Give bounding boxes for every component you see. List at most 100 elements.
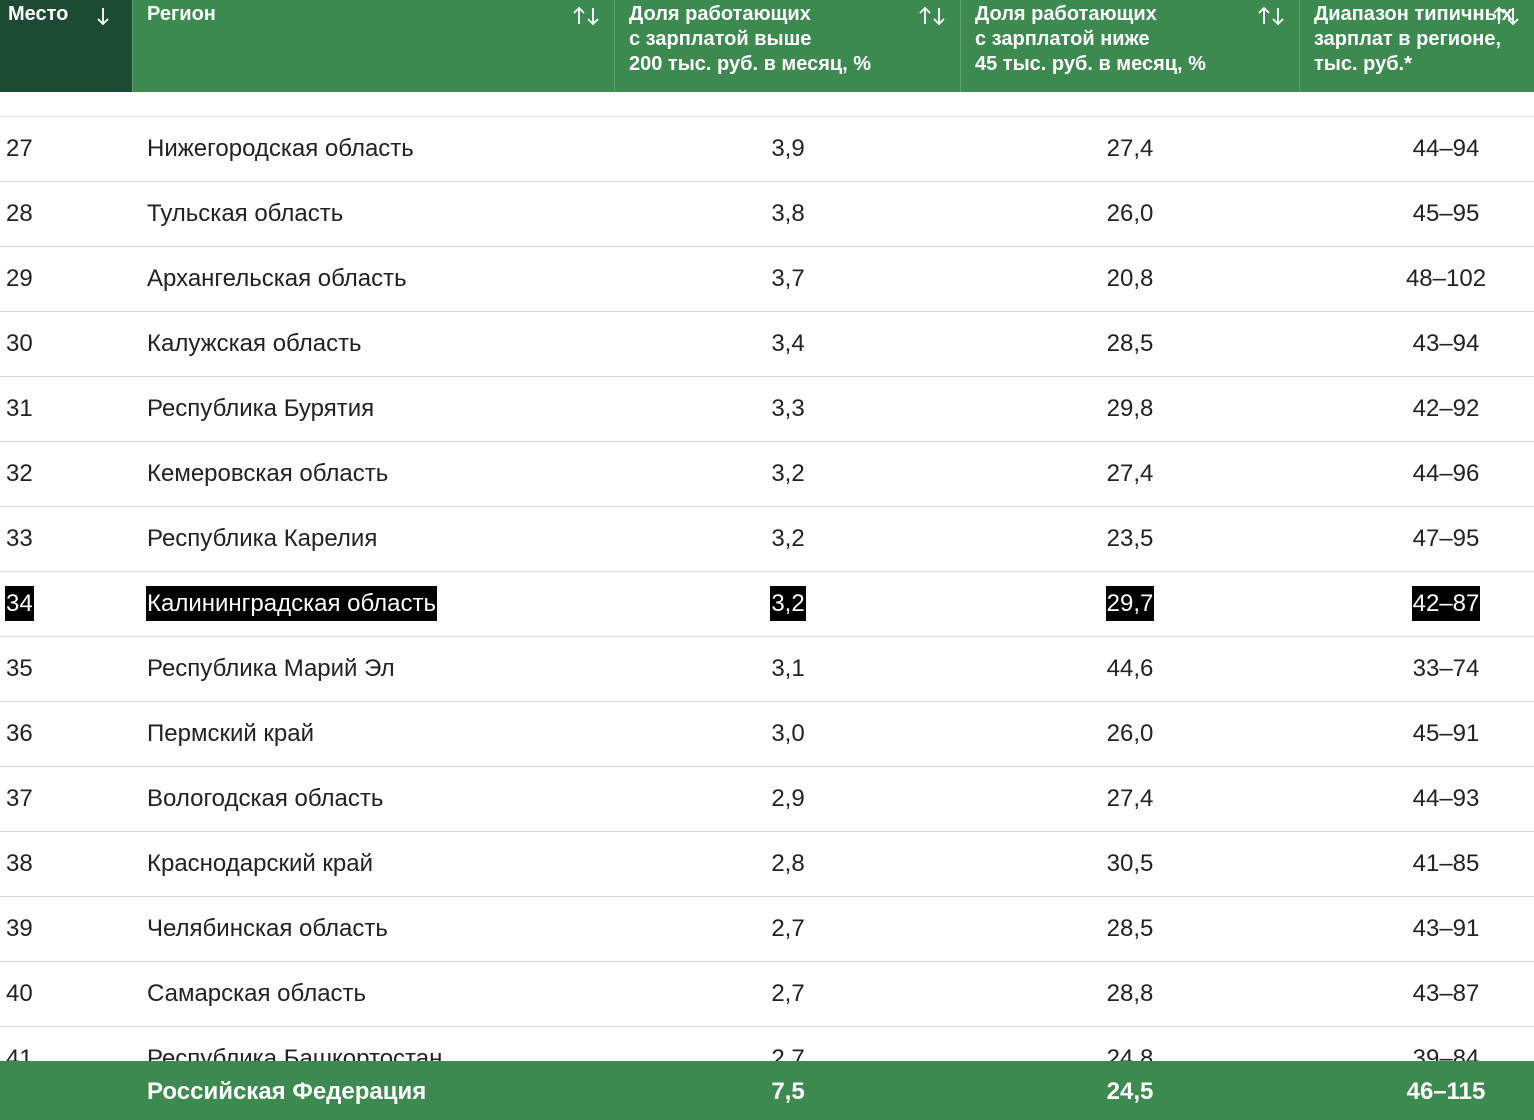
cell-salary-range: 45–91 xyxy=(1296,702,1534,766)
cell-salary-range: 43–87 xyxy=(1296,962,1534,1026)
cell-share-low: 26,0 xyxy=(980,182,1280,246)
column-header[interactable]: Доля работающих с зарплатой выше 200 тыс. … xyxy=(614,0,960,92)
rank: 32 xyxy=(6,460,33,487)
cell-share-low: 28,8 xyxy=(980,962,1280,1026)
table-row: 27 Нижегородская область 3,9 27,4 44–94 xyxy=(0,117,1534,182)
cell-share-high: 2,9 xyxy=(638,767,938,831)
share-high: 3,3 xyxy=(771,395,805,422)
rank: 40 xyxy=(6,980,33,1007)
cell-share-low: 27,4 xyxy=(980,767,1280,831)
cell-rank: 37 xyxy=(5,767,34,831)
cell-salary-range: 45–95 xyxy=(1296,182,1534,246)
share-low: 28,5 xyxy=(1106,330,1154,357)
cell-share-low: 27,4 xyxy=(980,442,1280,506)
rank: 27 xyxy=(6,135,33,162)
header-line: 200 тыс. руб. в месяц, % xyxy=(629,53,872,75)
cell-share-high: 3,3 xyxy=(638,377,938,441)
cell-share-high: 3,2 xyxy=(638,507,938,571)
share-high: 3,4 xyxy=(771,330,805,357)
rank: 38 xyxy=(6,850,33,877)
share-high: 2,8 xyxy=(771,850,805,877)
column-header[interactable]: Доля работающих с зарплатой ниже 45 тыс. р… xyxy=(960,0,1299,92)
cell-share-low: 28,5 xyxy=(980,312,1280,376)
share-high: 3,2 xyxy=(771,460,805,487)
cell-salary-range: 48–102 xyxy=(1296,247,1534,311)
cell-region: Кемеровская область xyxy=(146,442,389,506)
cell-region: Республика Марий Эл xyxy=(146,637,396,701)
header-line: Регион xyxy=(147,3,216,25)
region: Республика Карелия xyxy=(147,525,378,552)
share-low: 28,5 xyxy=(1106,915,1154,942)
region: Нижегородская область xyxy=(147,135,414,162)
footer-share-high: 7,5 xyxy=(638,1061,938,1120)
region: Кемеровская область xyxy=(147,460,389,487)
cell-share-high: 2,8 xyxy=(638,832,938,896)
share-low: 23,5 xyxy=(1106,525,1154,552)
cell-rank: 32 xyxy=(5,442,34,506)
share-low: 26,0 xyxy=(1106,720,1154,747)
column-header[interactable]: Место xyxy=(0,0,132,92)
table-row: 35 Республика Марий Эл 3,1 44,6 33–74 xyxy=(0,637,1534,702)
region: Вологодская область xyxy=(147,785,384,812)
cell-share-high: 3,2 xyxy=(638,572,938,636)
table-row: 34 Калининградская область 3,2 29,7 42–87 xyxy=(0,572,1534,637)
region: Российская Федерация xyxy=(147,1078,427,1105)
sort-icon[interactable] xyxy=(1492,6,1520,26)
header-line: с зарплатой выше xyxy=(629,28,812,50)
header-line: зарплат в регионе, xyxy=(1314,28,1502,50)
rank: 29 xyxy=(6,265,33,292)
header-line: Диапазон типичных xyxy=(1314,3,1513,25)
region: Архангельская область xyxy=(147,265,407,292)
table-row: 41 Республика Башкортостан 2,7 24,8 39–84 xyxy=(0,1027,1534,1062)
cell-region: Республика Бурятия xyxy=(146,377,375,441)
cell-share-high: 2,7 xyxy=(638,897,938,961)
region: Челябинская область xyxy=(147,915,388,942)
cell-rank: 35 xyxy=(5,637,34,701)
cell-share-low: 30,5 xyxy=(980,832,1280,896)
region: Калужская область xyxy=(147,330,362,357)
cell-region: Калужская область xyxy=(146,312,363,376)
column-header[interactable]: Диапазон типичных зарплат в регионе, тыс. … xyxy=(1299,0,1534,92)
footer-region: Российская Федерация xyxy=(146,1061,427,1120)
sort-icon[interactable] xyxy=(1257,6,1285,26)
cell-share-low: 44,6 xyxy=(980,637,1280,701)
sort-icon[interactable] xyxy=(918,6,946,26)
salary-range: 46–115 xyxy=(1406,1078,1486,1105)
cell-region: Республика Карелия xyxy=(146,507,378,571)
region: Республика Башкортостан xyxy=(147,1045,443,1062)
share-low: 27,4 xyxy=(1106,460,1154,487)
cell-rank: 33 xyxy=(5,507,34,571)
share-low: 27,4 xyxy=(1106,785,1154,812)
rank: 41 xyxy=(6,1045,33,1062)
share-low: 29,8 xyxy=(1106,395,1154,422)
salary-range: 48–102 xyxy=(1405,265,1487,292)
share-low: 27,4 xyxy=(1106,135,1154,162)
cell-rank: 28 xyxy=(5,182,34,246)
salary-range: 45–91 xyxy=(1412,720,1480,747)
cell-salary-range: 44–93 xyxy=(1296,767,1534,831)
cell-share-low: 27,4 xyxy=(980,117,1280,181)
cell-share-high: 3,1 xyxy=(638,637,938,701)
table-row: 31 Республика Бурятия 3,3 29,8 42–92 xyxy=(0,377,1534,442)
sort-icon[interactable] xyxy=(96,6,110,26)
footer-salary-range: 46–115 xyxy=(1296,1061,1534,1120)
cell-share-high: 2,7 xyxy=(638,1027,938,1062)
cell-share-low: 20,8 xyxy=(980,247,1280,311)
share-high: 2,7 xyxy=(771,915,805,942)
region: Краснодарский край xyxy=(147,850,374,877)
share-low: 30,5 xyxy=(1106,850,1154,877)
cell-share-high: 3,0 xyxy=(638,702,938,766)
rank: 35 xyxy=(6,655,33,682)
salary-range: 42–92 xyxy=(1412,395,1480,422)
table-footer: Российская Федерация 7,5 24,5 46–115 xyxy=(0,1061,1534,1120)
table-row: 40 Самарская область 2,7 28,8 43–87 xyxy=(0,962,1534,1027)
sort-icon[interactable] xyxy=(572,6,600,26)
region: Республика Марий Эл xyxy=(147,655,395,682)
cell-share-high: 3,8 xyxy=(638,182,938,246)
region: Республика Бурятия xyxy=(147,395,375,422)
cell-salary-range: 42–92 xyxy=(1296,377,1534,441)
share-low: 20,8 xyxy=(1106,265,1154,292)
column-header[interactable]: Регион xyxy=(132,0,614,92)
cell-share-high: 3,7 xyxy=(638,247,938,311)
